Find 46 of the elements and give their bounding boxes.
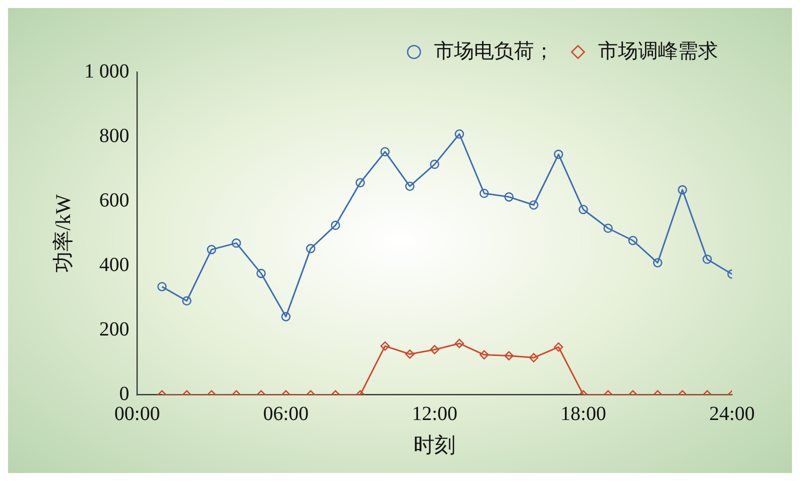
- y-tick-label: 0: [119, 383, 130, 406]
- x-tick-label: 12:00: [412, 403, 458, 426]
- y-tick-label: 200: [99, 318, 130, 340]
- point: [454, 129, 464, 139]
- point: [157, 282, 167, 292]
- point: [232, 238, 241, 248]
- point: [529, 353, 538, 362]
- point: [702, 254, 712, 264]
- point: [281, 312, 291, 322]
- legend-label: 市场调峰需求: [598, 40, 718, 62]
- point: [678, 185, 688, 194]
- point: [256, 268, 266, 278]
- point: [405, 349, 414, 359]
- point: [504, 192, 514, 202]
- x-tick-label: 24:00: [709, 403, 755, 426]
- point: [182, 296, 192, 306]
- point: [206, 244, 216, 254]
- legend-label: 市场电负荷；: [434, 40, 554, 62]
- point: [330, 220, 340, 230]
- point: [480, 350, 489, 360]
- point: [454, 338, 464, 348]
- point: [430, 344, 440, 354]
- y-axis-title: 功率/kW: [51, 194, 76, 272]
- point: [480, 188, 489, 198]
- point: [578, 204, 588, 214]
- x-tick-label: 18:00: [560, 403, 606, 426]
- point: [554, 150, 564, 159]
- y-tick-label: 800: [99, 124, 130, 147]
- y-tick-label: 600: [99, 189, 130, 212]
- point: [529, 200, 538, 210]
- point: [306, 244, 316, 254]
- y-tick-label: 400: [99, 254, 130, 276]
- point: [380, 147, 390, 156]
- point: [603, 224, 613, 233]
- y-tick-label: 1 000: [84, 60, 130, 82]
- x-tick-label: 06:00: [263, 403, 309, 426]
- x-tick-label: 00:00: [114, 403, 160, 426]
- point: [356, 178, 365, 188]
- point: [554, 342, 564, 352]
- point: [653, 258, 662, 268]
- point: [430, 160, 440, 169]
- point: [405, 182, 414, 191]
- point: [380, 341, 390, 351]
- x-axis-title: 时刻: [414, 432, 456, 457]
- point: [628, 236, 638, 246]
- point: [504, 351, 514, 360]
